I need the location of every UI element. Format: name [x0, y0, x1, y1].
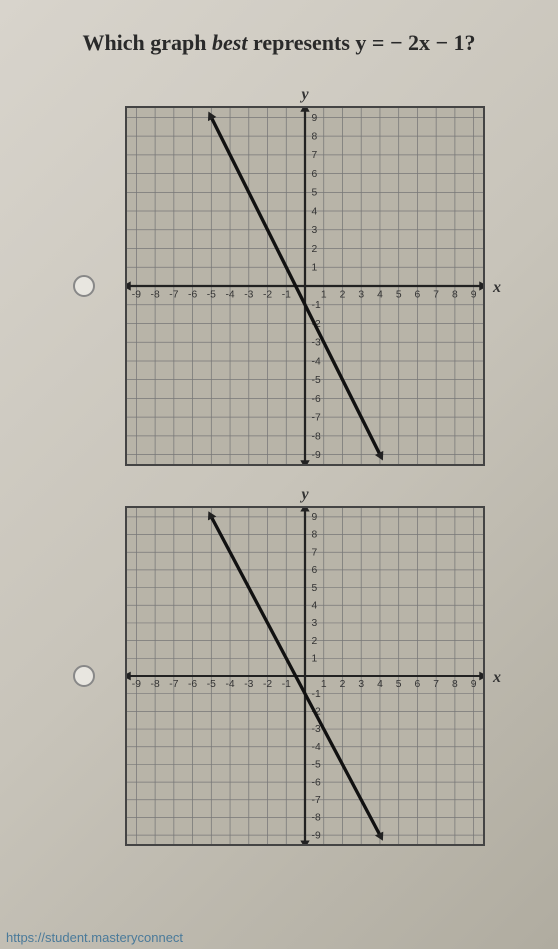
svg-text:-6: -6	[188, 679, 198, 690]
svg-text:6: 6	[415, 679, 421, 690]
svg-text:5: 5	[312, 583, 318, 594]
svg-text:6: 6	[312, 169, 318, 180]
svg-text:-7: -7	[169, 290, 178, 301]
option-a-row: y x -9-8-7-6-5-4-3-2-1123456789-9-8-7-6-…	[30, 106, 528, 466]
svg-text:-9: -9	[312, 831, 322, 842]
svg-text:3: 3	[358, 679, 364, 690]
svg-text:-3: -3	[244, 679, 254, 690]
svg-text:-9: -9	[132, 679, 142, 690]
svg-text:-9: -9	[312, 450, 321, 461]
svg-text:7: 7	[312, 150, 318, 161]
svg-text:-8: -8	[312, 813, 322, 824]
graph-a-svg: -9-8-7-6-5-4-3-2-1123456789-9-8-7-6-5-4-…	[127, 108, 483, 464]
svg-text:2: 2	[312, 636, 318, 647]
svg-text:-5: -5	[207, 290, 216, 301]
svg-text:9: 9	[312, 113, 318, 124]
svg-text:1: 1	[312, 654, 318, 665]
svg-text:-4: -4	[312, 742, 322, 753]
svg-text:7: 7	[433, 290, 439, 301]
question-italic: best	[212, 30, 247, 55]
svg-text:-1: -1	[312, 300, 321, 311]
svg-text:-1: -1	[312, 689, 322, 700]
svg-text:-7: -7	[312, 795, 322, 806]
svg-text:-5: -5	[207, 679, 217, 690]
svg-text:-3: -3	[312, 724, 322, 735]
svg-text:1: 1	[321, 290, 327, 301]
svg-text:1: 1	[312, 263, 318, 274]
svg-text:9: 9	[312, 512, 318, 523]
svg-text:-6: -6	[312, 778, 322, 789]
svg-text:-4: -4	[312, 356, 321, 367]
question-text: Which graph best represents y = − 2x − 1…	[30, 30, 528, 56]
svg-text:8: 8	[312, 131, 318, 142]
x-axis-label: x	[493, 279, 501, 297]
graph-a-container: y x -9-8-7-6-5-4-3-2-1123456789-9-8-7-6-…	[125, 106, 485, 466]
svg-text:2: 2	[340, 290, 346, 301]
svg-text:5: 5	[312, 188, 318, 199]
svg-text:4: 4	[377, 290, 383, 301]
svg-text:-8: -8	[151, 290, 160, 301]
option-a-radio[interactable]	[73, 275, 95, 297]
svg-text:7: 7	[312, 548, 318, 559]
svg-text:-8: -8	[151, 679, 161, 690]
question-suffix: represents y = − 2x − 1?	[247, 30, 475, 55]
svg-text:-6: -6	[312, 394, 321, 405]
svg-text:4: 4	[377, 679, 383, 690]
svg-text:8: 8	[452, 290, 458, 301]
svg-text:5: 5	[396, 290, 402, 301]
svg-text:6: 6	[312, 565, 318, 576]
svg-text:3: 3	[358, 290, 364, 301]
svg-text:-8: -8	[312, 431, 321, 442]
y-axis-label: y	[301, 486, 308, 504]
question-prefix: Which graph	[82, 30, 212, 55]
graph-b-container: y x -9-8-7-6-5-4-3-2-1123456789-9-8-7-6-…	[125, 506, 485, 846]
svg-text:-3: -3	[312, 338, 321, 349]
y-axis-label: y	[301, 86, 308, 104]
svg-text:8: 8	[312, 530, 318, 541]
svg-text:-3: -3	[244, 290, 253, 301]
option-b-row: y x -9-8-7-6-5-4-3-2-1123456789-9-8-7-6-…	[30, 506, 528, 846]
svg-text:-2: -2	[263, 290, 272, 301]
svg-text:-9: -9	[132, 290, 141, 301]
svg-text:9: 9	[471, 290, 477, 301]
svg-text:8: 8	[452, 679, 458, 690]
svg-text:3: 3	[312, 225, 318, 236]
svg-text:1: 1	[321, 679, 327, 690]
graph-b-svg: -9-8-7-6-5-4-3-2-1123456789-9-8-7-6-5-4-…	[127, 508, 483, 844]
svg-text:-7: -7	[169, 679, 179, 690]
footer-link: https://student.masteryconnect	[6, 930, 183, 945]
svg-text:3: 3	[312, 618, 318, 629]
svg-text:5: 5	[396, 679, 402, 690]
x-axis-label: x	[493, 669, 501, 687]
svg-text:-5: -5	[312, 375, 321, 386]
svg-text:7: 7	[433, 679, 439, 690]
svg-text:-4: -4	[225, 290, 234, 301]
svg-text:2: 2	[312, 244, 318, 255]
svg-text:-2: -2	[263, 679, 273, 690]
svg-text:-4: -4	[225, 679, 235, 690]
svg-text:4: 4	[312, 206, 318, 217]
svg-text:-6: -6	[188, 290, 197, 301]
svg-text:9: 9	[471, 679, 477, 690]
option-b-radio[interactable]	[73, 665, 95, 687]
svg-text:6: 6	[415, 290, 421, 301]
svg-text:-1: -1	[282, 679, 292, 690]
svg-text:-7: -7	[312, 413, 321, 424]
svg-text:-1: -1	[282, 290, 291, 301]
svg-text:4: 4	[312, 601, 318, 612]
svg-text:2: 2	[340, 679, 346, 690]
svg-text:-5: -5	[312, 760, 322, 771]
